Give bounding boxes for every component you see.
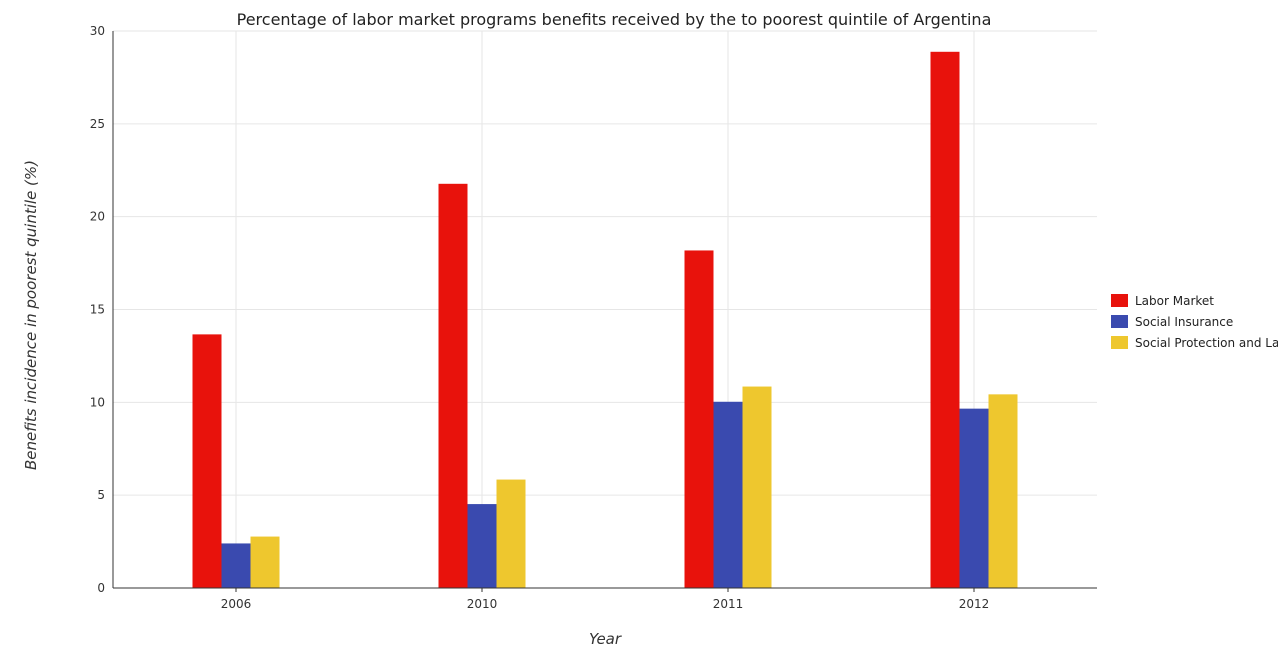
bar-social-insurance-2006 [221,543,251,588]
x-tick-label: 2011 [713,597,744,611]
x-axis-label: Year [589,630,622,648]
bar-labor-market-2011 [684,250,714,588]
bar-social-protection-and-labor-2010 [496,479,526,588]
legend-label: Labor Market [1135,294,1214,308]
x-tick-label: 2012 [959,597,990,611]
bar-social-insurance-2010 [467,504,497,588]
bars [192,51,1018,589]
bar-labor-market-2010 [438,183,468,589]
y-tick-label: 10 [90,395,105,409]
legend-swatch [1111,315,1128,328]
bar-social-protection-and-labor-2006 [250,536,280,588]
bar-social-insurance-2012 [959,408,989,588]
legend-label: Social Protection and Labor [1135,336,1278,350]
chart-title: Percentage of labor market programs bene… [237,10,992,29]
y-tick-label: 15 [90,303,105,317]
bar-labor-market-2012 [930,51,960,588]
x-tick-label: 2010 [467,597,498,611]
y-tick-label: 0 [97,581,105,595]
y-tick-label: 30 [90,24,105,38]
y-axis-label: Benefits incidence in poorest quintile (… [22,160,40,470]
bar-labor-market-2006 [192,334,222,588]
legend-swatch [1111,294,1128,307]
bar-social-protection-and-labor-2011 [742,386,772,588]
legend: Labor Market Social Insurance Social Prote… [1111,294,1278,350]
y-tick-label: 5 [97,488,105,502]
legend-label: Social Insurance [1135,315,1233,329]
axes: 0 5 10 15 20 25 30 2006 2010 2011 2012 [90,24,1097,611]
bar-social-protection-and-labor-2012 [988,394,1018,588]
legend-swatch [1111,336,1128,349]
y-tick-label: 20 [90,210,105,224]
bar-social-insurance-2011 [713,401,743,588]
x-tick-label: 2006 [221,597,252,611]
y-tick-label: 25 [90,117,105,131]
